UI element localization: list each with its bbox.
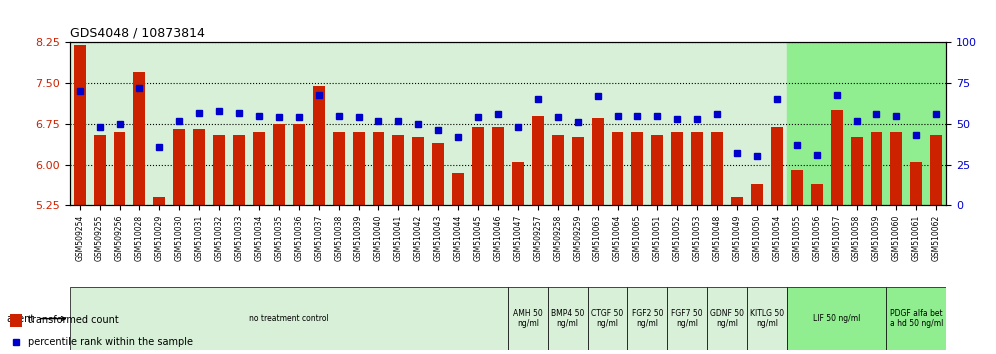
Bar [627,42,667,205]
Bar [273,124,285,205]
Bar [213,135,225,205]
Bar [751,184,763,205]
Bar [811,184,823,205]
Bar [707,42,747,205]
Bar [671,132,683,205]
Bar [133,72,145,205]
Bar [392,135,404,205]
Text: agent: agent [6,314,66,324]
Bar [548,42,588,205]
Text: KITLG 50
ng/ml: KITLG 50 ng/ml [750,309,784,328]
Bar [10,314,22,327]
Bar [588,42,627,205]
Bar [512,162,524,205]
Text: FGF2 50
ng/ml: FGF2 50 ng/ml [631,309,663,328]
Bar [886,42,946,205]
Bar [173,129,185,205]
FancyBboxPatch shape [787,287,886,350]
Bar [592,119,604,205]
FancyBboxPatch shape [747,287,787,350]
Bar [572,137,584,205]
Bar [293,124,305,205]
Bar [233,135,245,205]
Text: percentile rank within the sample: percentile rank within the sample [28,337,193,347]
Bar [831,110,843,205]
Bar [353,132,365,205]
Bar [691,132,703,205]
FancyBboxPatch shape [588,287,627,350]
Bar [74,45,86,205]
Bar [871,132,882,205]
Text: CTGF 50
ng/ml: CTGF 50 ng/ml [592,309,623,328]
Bar [153,197,165,205]
FancyBboxPatch shape [508,287,548,350]
Bar [631,132,643,205]
Bar [791,170,803,205]
Text: PDGF alfa bet
a hd 50 ng/ml: PDGF alfa bet a hd 50 ng/ml [889,309,943,328]
Bar [851,137,863,205]
Bar [930,135,942,205]
Bar [70,42,508,205]
FancyBboxPatch shape [627,287,667,350]
Bar [612,132,623,205]
Text: no treatment control: no treatment control [249,314,329,323]
Text: LIF 50 ng/ml: LIF 50 ng/ml [813,314,861,323]
Bar [711,132,723,205]
Bar [787,42,886,205]
Bar [432,143,444,205]
Text: GDNF 50
ng/ml: GDNF 50 ng/ml [710,309,744,328]
Text: FGF7 50
ng/ml: FGF7 50 ng/ml [671,309,703,328]
Bar [651,135,663,205]
Bar [253,132,265,205]
Bar [910,162,922,205]
FancyBboxPatch shape [886,287,946,350]
Bar [452,173,464,205]
FancyBboxPatch shape [707,287,747,350]
Bar [667,42,707,205]
Bar [890,132,902,205]
Bar [412,137,424,205]
Bar [94,135,106,205]
Bar [771,127,783,205]
Bar [114,132,125,205]
FancyBboxPatch shape [548,287,588,350]
Bar [373,132,384,205]
Bar [333,132,345,205]
Text: transformed count: transformed count [28,315,119,325]
Text: GDS4048 / 10873814: GDS4048 / 10873814 [70,27,204,40]
FancyBboxPatch shape [70,287,508,350]
Text: AMH 50
ng/ml: AMH 50 ng/ml [513,309,543,328]
Text: BMP4 50
ng/ml: BMP4 50 ng/ml [551,309,585,328]
Bar [472,127,484,205]
Bar [747,42,787,205]
Bar [313,86,325,205]
FancyBboxPatch shape [667,287,707,350]
Bar [508,42,548,205]
Bar [532,116,544,205]
Bar [552,135,564,205]
Bar [492,127,504,205]
Bar [193,129,205,205]
Bar [731,197,743,205]
